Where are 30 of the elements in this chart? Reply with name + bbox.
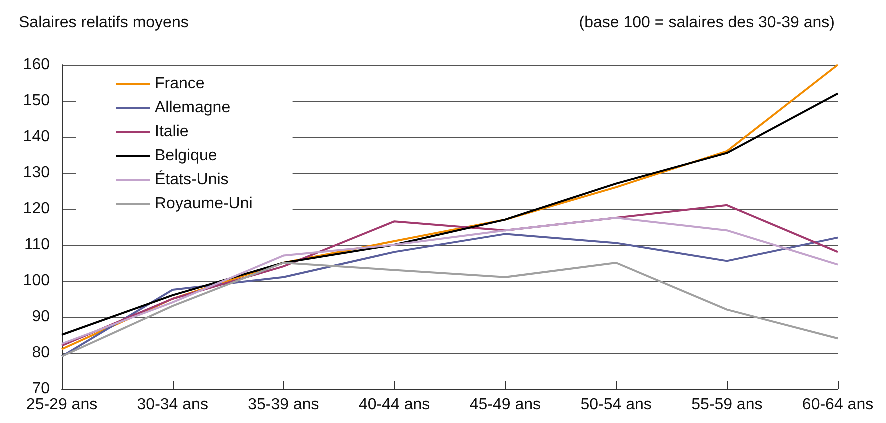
y-tick-label: 140: [23, 128, 50, 146]
y-tick-label: 100: [23, 272, 50, 290]
x-tick-label: 35-39 ans: [248, 396, 320, 414]
text: (base 100 = salaires des 30-39 ans): [579, 14, 836, 32]
x-tick-label: 30-34 ans: [137, 396, 208, 414]
y-tick-label: 160: [23, 56, 50, 74]
x-tick-label: 55-59 ans: [692, 396, 763, 414]
y-tick-label: 130: [23, 164, 50, 182]
line-series: [61, 233, 839, 358]
legend-label: Royaume-Uni: [155, 196, 253, 212]
y-tick-label: 120: [23, 200, 50, 218]
x-tick-label: 60-64 ans: [802, 396, 874, 414]
y-tick-label: 150: [23, 92, 50, 110]
legend-label: Italie: [155, 124, 189, 140]
x-tick-label: 25-29 ans: [26, 396, 98, 414]
x-tick-label: 45-49 ans: [470, 396, 542, 414]
y-tick-label: 90: [32, 308, 50, 326]
line-series: [61, 262, 839, 358]
line-series: [61, 92, 839, 336]
x-tick-label: 50-54 ans: [580, 396, 652, 414]
legend-label: États-Unis: [155, 170, 229, 188]
x-tick-label: 40-44 ans: [358, 396, 430, 414]
y-tick-label: 110: [24, 236, 50, 254]
y-tick-label: 70: [32, 380, 50, 398]
legend-label: Belgique: [155, 148, 218, 164]
line-series: [61, 64, 839, 350]
legend-label: Allemagne: [155, 100, 231, 116]
legend-label: France: [155, 76, 205, 92]
chart-title: Salaires relatifs moyens: [19, 14, 189, 32]
y-tick-label: 80: [32, 344, 50, 362]
